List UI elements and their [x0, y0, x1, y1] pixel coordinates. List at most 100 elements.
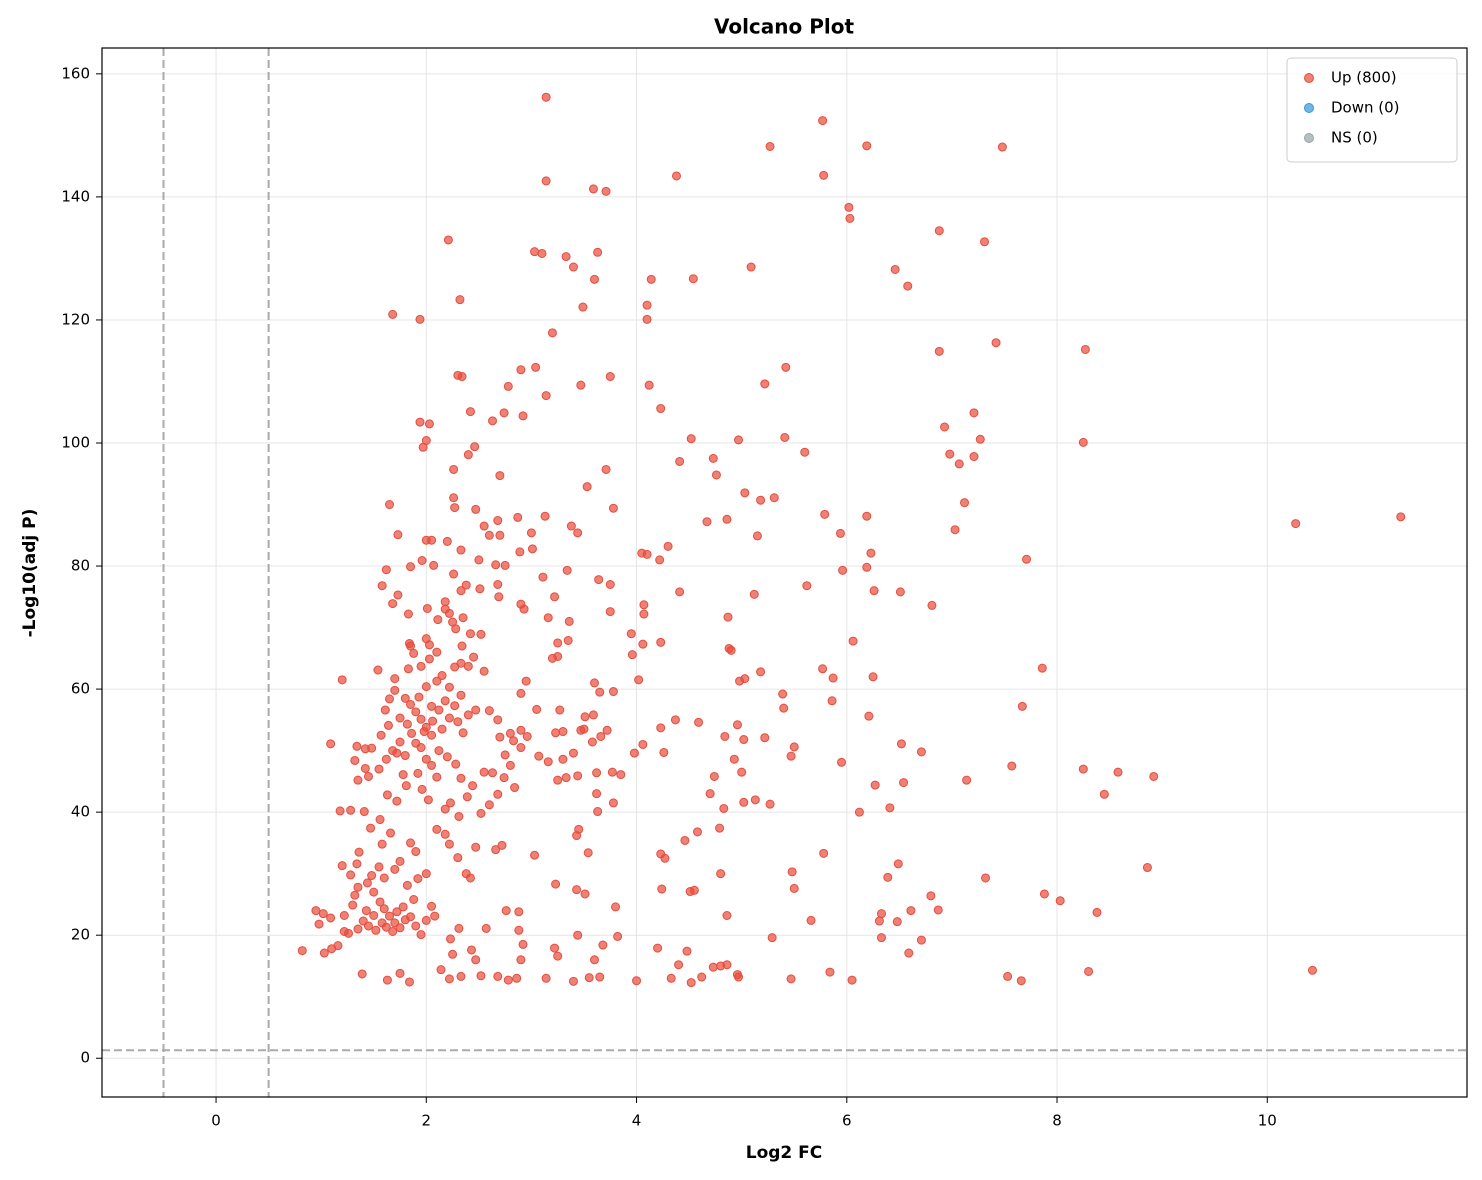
- point: [862, 511, 872, 521]
- point: [578, 302, 588, 312]
- point: [427, 901, 437, 911]
- y-tick-label: 140: [61, 187, 90, 205]
- point: [722, 514, 732, 524]
- point: [424, 654, 434, 664]
- point: [1080, 344, 1090, 354]
- point: [491, 560, 501, 570]
- point: [541, 973, 551, 983]
- point: [568, 262, 578, 272]
- point: [874, 916, 884, 926]
- point: [516, 688, 526, 698]
- point: [558, 754, 568, 764]
- point: [471, 504, 481, 514]
- point: [354, 847, 364, 857]
- point: [601, 186, 611, 196]
- point: [479, 666, 489, 676]
- point: [516, 725, 526, 735]
- point: [469, 652, 479, 662]
- point: [409, 648, 419, 658]
- point: [395, 713, 405, 723]
- legend-box: [1286, 57, 1458, 163]
- point: [388, 926, 398, 936]
- point: [493, 715, 503, 725]
- point: [413, 768, 423, 778]
- point: [495, 732, 505, 742]
- point: [954, 459, 964, 469]
- point: [456, 971, 466, 981]
- point: [601, 464, 611, 474]
- point: [505, 760, 515, 770]
- point: [386, 828, 396, 838]
- point: [756, 667, 766, 677]
- point: [779, 703, 789, 713]
- point: [462, 792, 472, 802]
- point: [802, 581, 812, 591]
- point: [530, 247, 540, 257]
- y-tick-label: 0: [80, 1049, 90, 1067]
- point: [388, 309, 398, 319]
- point: [589, 274, 599, 284]
- point: [416, 714, 426, 724]
- point: [319, 948, 329, 958]
- point: [719, 803, 729, 813]
- point: [367, 871, 377, 881]
- point: [940, 422, 950, 432]
- point: [363, 771, 373, 781]
- legend-label: Down (0): [1331, 99, 1400, 117]
- point: [685, 887, 695, 897]
- point: [360, 763, 370, 773]
- point: [602, 725, 612, 735]
- point: [550, 592, 560, 602]
- point: [443, 235, 453, 245]
- point: [326, 739, 336, 749]
- point: [588, 710, 598, 720]
- point: [377, 581, 387, 591]
- point: [760, 379, 770, 389]
- point: [318, 909, 328, 919]
- point: [868, 672, 878, 682]
- point: [934, 346, 944, 356]
- point: [382, 975, 392, 985]
- point: [686, 434, 696, 444]
- point: [945, 449, 955, 459]
- point: [739, 735, 749, 745]
- point: [314, 919, 324, 929]
- point: [395, 856, 405, 866]
- point: [467, 945, 477, 955]
- y-tick-label: 60: [71, 680, 90, 698]
- point: [493, 516, 503, 526]
- point: [411, 707, 421, 717]
- point: [819, 848, 829, 858]
- point: [516, 365, 526, 375]
- point: [385, 500, 395, 510]
- point: [395, 968, 405, 978]
- x-tick-label: 10: [1258, 1112, 1277, 1130]
- point: [1396, 512, 1406, 522]
- x-axis-label: Log2 FC: [746, 1143, 823, 1163]
- point: [752, 531, 762, 541]
- y-axis-label: -Log10(adj P): [20, 509, 40, 638]
- point: [406, 562, 416, 572]
- point: [432, 772, 442, 782]
- point: [561, 773, 571, 783]
- point: [444, 682, 454, 692]
- point: [456, 658, 466, 668]
- point: [357, 969, 367, 979]
- point: [580, 712, 590, 722]
- point: [553, 651, 563, 661]
- point: [1037, 663, 1047, 673]
- point: [499, 773, 509, 783]
- point: [440, 804, 450, 814]
- point: [566, 521, 576, 531]
- point: [427, 535, 437, 545]
- point: [326, 913, 336, 923]
- point: [564, 616, 574, 626]
- point: [694, 717, 704, 727]
- point: [895, 587, 905, 597]
- point: [371, 925, 381, 935]
- point: [393, 590, 403, 600]
- point: [417, 556, 427, 566]
- point: [765, 799, 775, 809]
- point: [1113, 767, 1123, 777]
- point: [403, 664, 413, 674]
